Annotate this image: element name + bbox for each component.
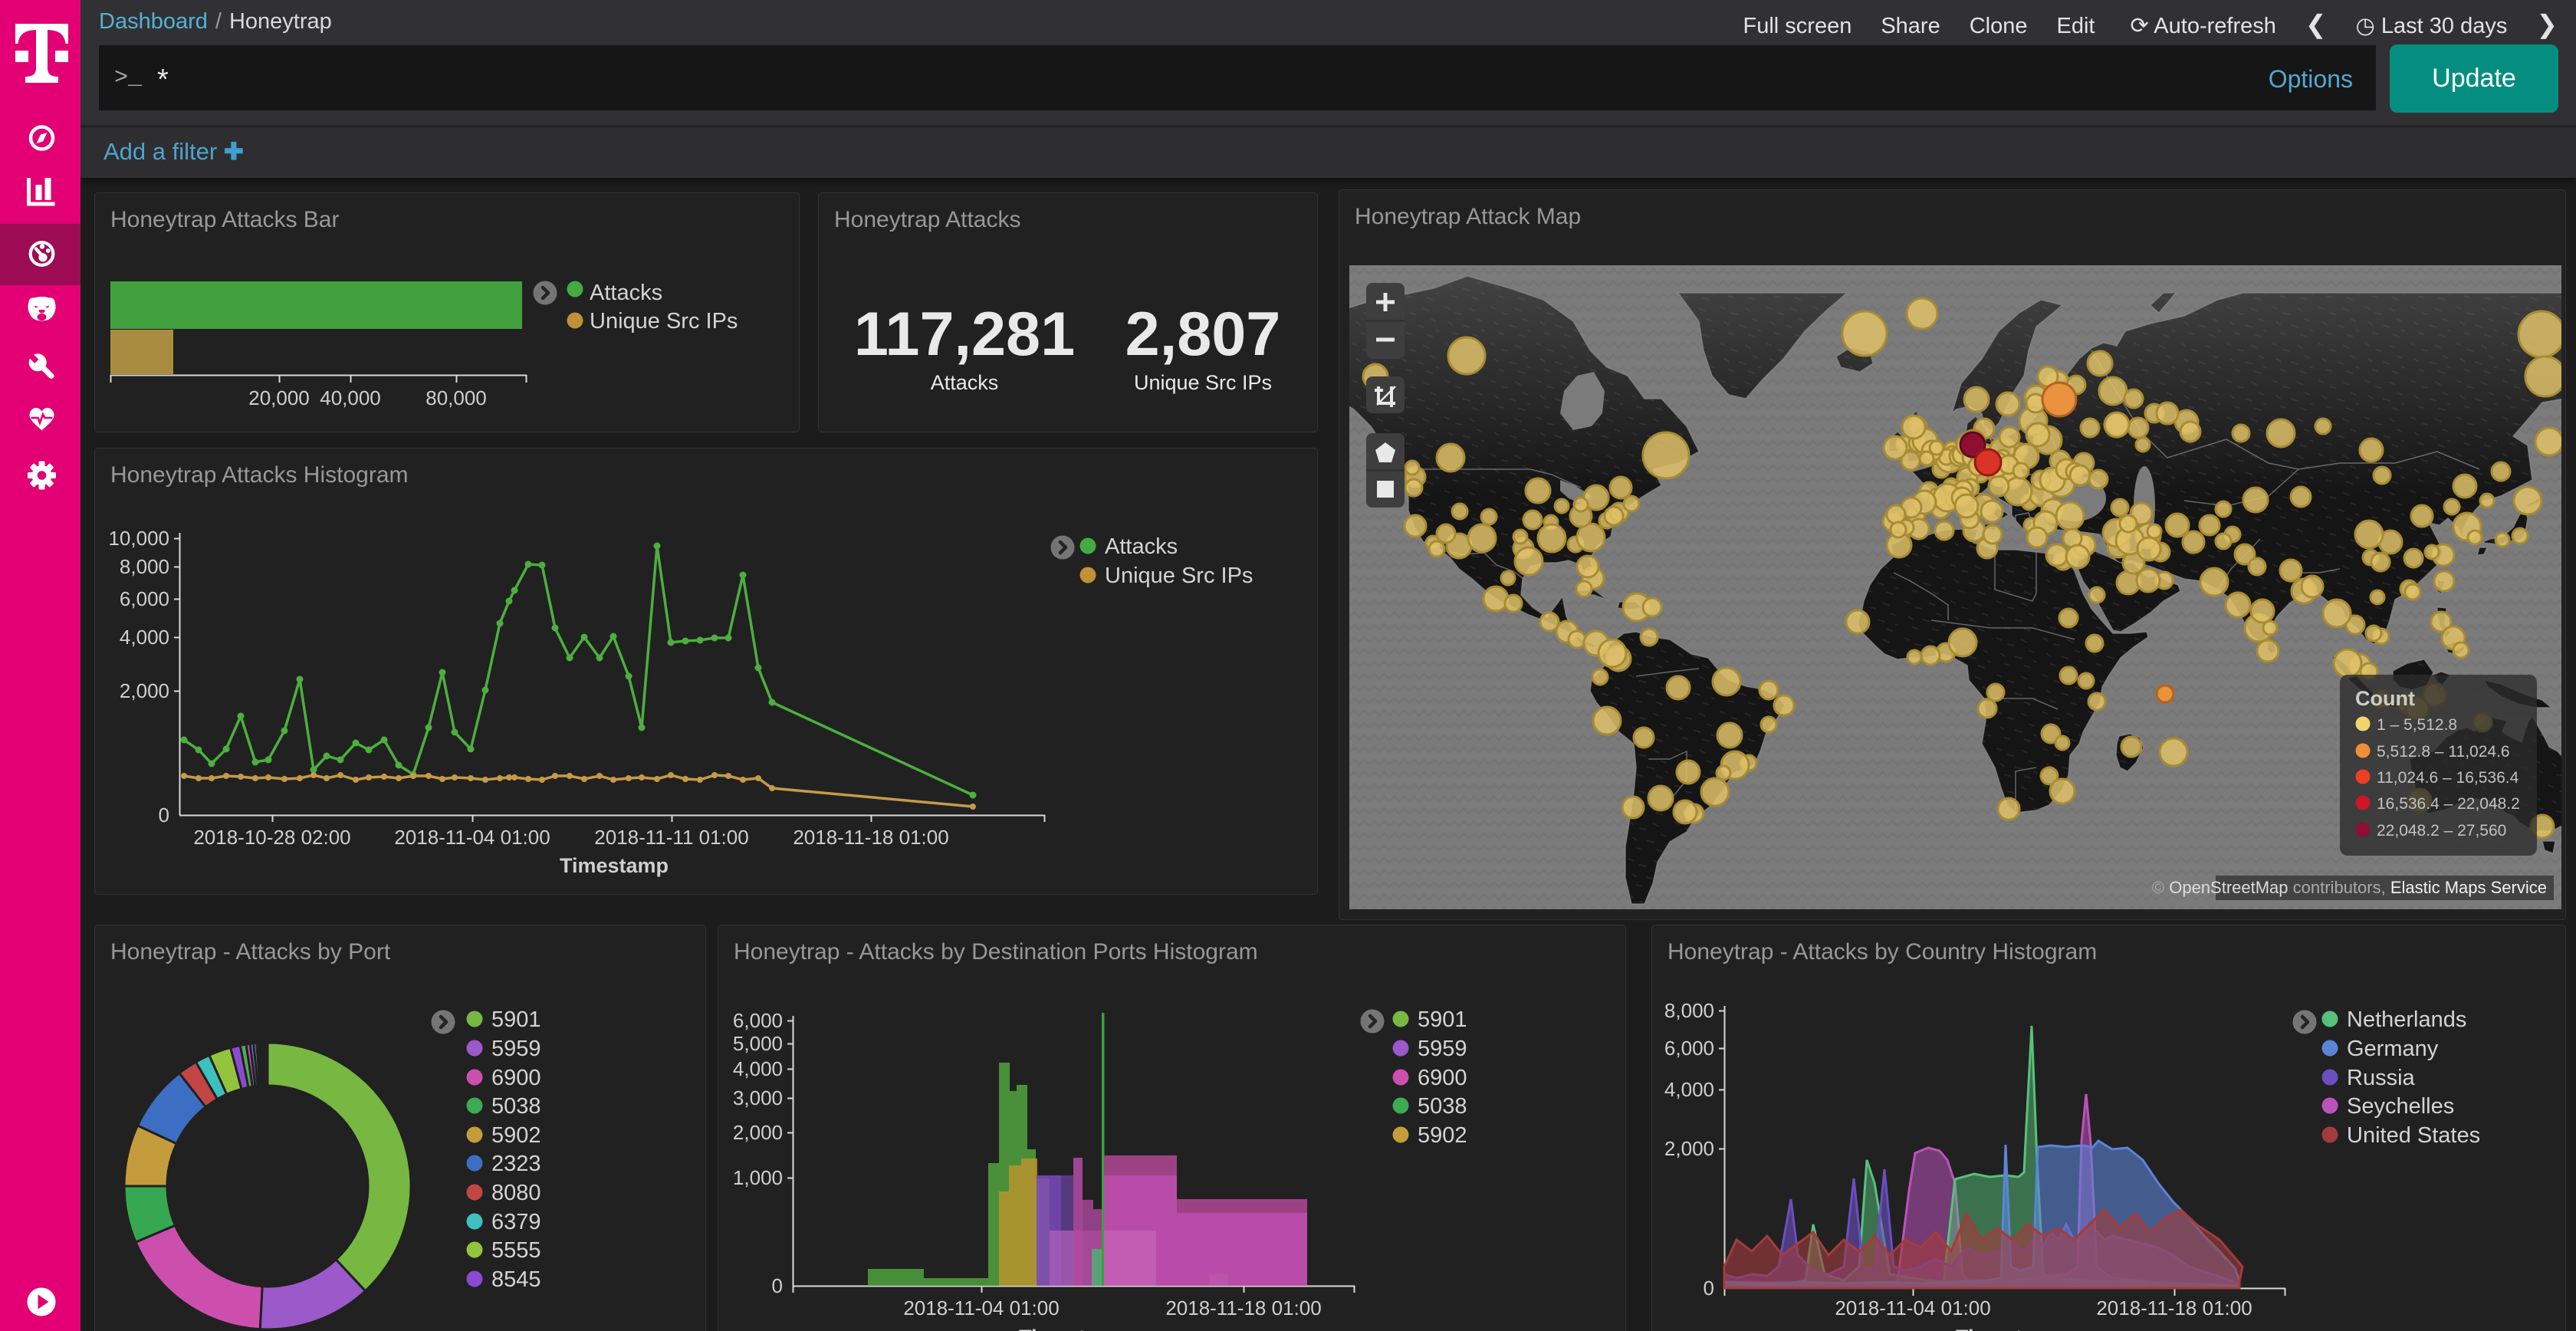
svg-text:Unique Src IPs: Unique Src IPs [1105, 564, 1253, 588]
svg-text:6379: 6379 [491, 1210, 541, 1234]
svg-text:80,000: 80,000 [426, 386, 487, 409]
svg-text:2018-11-18 01:00: 2018-11-18 01:00 [2096, 1296, 2252, 1319]
svg-text:5901: 5901 [1418, 1007, 1467, 1032]
svg-text:2,000: 2,000 [1664, 1137, 1714, 1160]
svg-text:Count: Count [2355, 687, 2415, 710]
svg-text:Timestamp: Timestamp [1019, 1326, 1128, 1331]
svg-text:Timestamp: Timestamp [560, 854, 669, 877]
svg-text:Timestamp: Timestamp [1956, 1326, 2065, 1331]
svg-text:2018-11-18 01:00: 2018-11-18 01:00 [1165, 1296, 1321, 1319]
svg-text:22,048.2 – 27,560: 22,048.2 – 27,560 [2377, 822, 2506, 840]
svg-text:2018-11-04 01:00: 2018-11-04 01:00 [394, 826, 550, 849]
svg-text:Russia: Russia [2347, 1066, 2416, 1090]
svg-text:5038: 5038 [491, 1094, 541, 1119]
svg-text:4,000: 4,000 [733, 1057, 783, 1080]
svg-text:United States: United States [2347, 1123, 2480, 1148]
svg-text:Netherlands: Netherlands [2347, 1007, 2466, 1032]
svg-text:2018-10-28 02:00: 2018-10-28 02:00 [193, 826, 350, 849]
svg-text:2,000: 2,000 [120, 679, 169, 702]
svg-text:6,000: 6,000 [733, 1009, 783, 1032]
svg-text:Germany: Germany [2347, 1037, 2439, 1061]
svg-text:5959: 5959 [491, 1037, 541, 1061]
svg-text:Unique Src IPs: Unique Src IPs [590, 309, 738, 334]
svg-text:1,000: 1,000 [733, 1166, 783, 1189]
svg-text:0: 0 [1704, 1277, 1714, 1300]
svg-text:© OpenStreetMap contributors,: © OpenStreetMap contributors, Elastic Ma… [2152, 878, 2547, 897]
svg-text:6900: 6900 [1418, 1066, 1467, 1090]
svg-text:5,000: 5,000 [733, 1032, 783, 1055]
svg-text:2018-11-04 01:00: 2018-11-04 01:00 [1835, 1296, 1990, 1319]
svg-text:5901: 5901 [491, 1007, 541, 1032]
svg-text:0: 0 [772, 1274, 783, 1297]
svg-text:6900: 6900 [491, 1066, 541, 1090]
svg-text:6,000: 6,000 [120, 587, 169, 610]
svg-text:8080: 8080 [491, 1181, 541, 1205]
svg-text:4,000: 4,000 [120, 626, 169, 649]
svg-text:2323: 2323 [491, 1152, 541, 1176]
svg-text:4,000: 4,000 [1664, 1078, 1714, 1101]
svg-text:11,024.6 – 16,536.4: 11,024.6 – 16,536.4 [2377, 769, 2519, 787]
svg-text:2018-11-11 01:00: 2018-11-11 01:00 [594, 826, 748, 849]
svg-text:5902: 5902 [1418, 1123, 1467, 1148]
svg-text:8,000: 8,000 [120, 555, 169, 578]
svg-text:Seychelles: Seychelles [2347, 1094, 2454, 1119]
svg-text:8,000: 8,000 [1664, 999, 1714, 1022]
svg-text:16,536.4 – 22,048.2: 16,536.4 – 22,048.2 [2377, 795, 2520, 813]
svg-text:0: 0 [159, 804, 169, 827]
svg-text:5038: 5038 [1418, 1094, 1467, 1119]
svg-text:6,000: 6,000 [1664, 1037, 1714, 1060]
svg-text:5959: 5959 [1418, 1037, 1467, 1061]
svg-text:2,000: 2,000 [733, 1121, 783, 1144]
svg-text:2018-11-18 01:00: 2018-11-18 01:00 [793, 826, 948, 849]
svg-text:5555: 5555 [491, 1238, 541, 1263]
svg-text:Attacks: Attacks [1105, 534, 1178, 559]
svg-text:5902: 5902 [491, 1123, 541, 1148]
svg-text:Attacks: Attacks [590, 281, 662, 305]
svg-text:20,000: 20,000 [248, 386, 310, 409]
svg-text:2018-11-04 01:00: 2018-11-04 01:00 [903, 1296, 1059, 1319]
svg-text:1 – 5,512.8: 1 – 5,512.8 [2377, 716, 2457, 734]
svg-text:3,000: 3,000 [733, 1086, 783, 1109]
svg-text:10,000: 10,000 [108, 527, 169, 550]
svg-text:8545: 8545 [491, 1267, 541, 1292]
svg-text:5,512.8 – 11,024.6: 5,512.8 – 11,024.6 [2377, 743, 2510, 761]
svg-text:40,000: 40,000 [320, 386, 381, 409]
